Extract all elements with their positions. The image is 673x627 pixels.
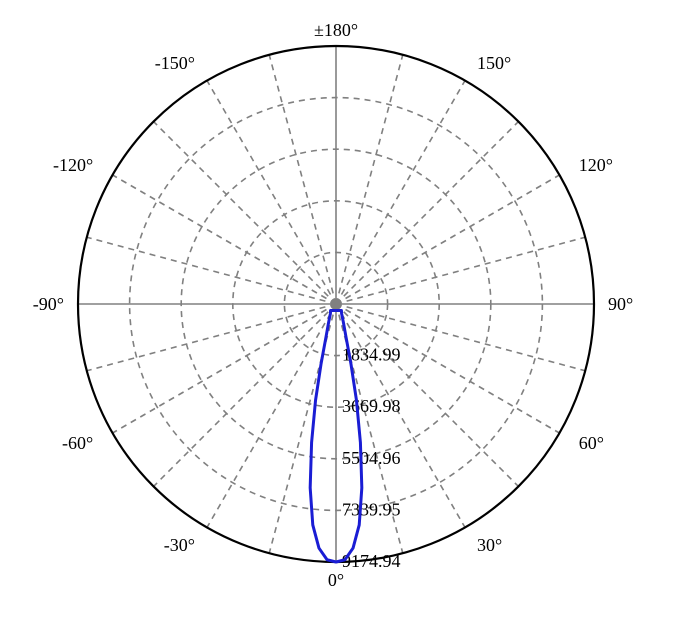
ring-label: 7339.95	[342, 499, 401, 519]
ring-label: 9174.94	[342, 551, 401, 571]
angle-label: 0°	[328, 570, 344, 590]
angle-label: -60°	[62, 433, 93, 453]
ring-label: 5504.96	[342, 448, 401, 468]
angle-label: 150°	[477, 53, 511, 73]
angle-label: 60°	[579, 433, 604, 453]
polar-chart: 1834.993669.985504.967339.959174.94±180°…	[0, 0, 673, 627]
angle-label: ±180°	[314, 20, 358, 40]
angle-label: -90°	[33, 294, 64, 314]
angle-label: 120°	[579, 155, 613, 175]
ring-label: 3669.98	[342, 396, 401, 416]
angle-label: 90°	[608, 294, 633, 314]
angle-label: -120°	[53, 155, 93, 175]
center-dot	[334, 302, 338, 306]
angle-label: -30°	[164, 535, 195, 555]
angle-label: 30°	[477, 535, 502, 555]
angle-label: -150°	[155, 53, 195, 73]
